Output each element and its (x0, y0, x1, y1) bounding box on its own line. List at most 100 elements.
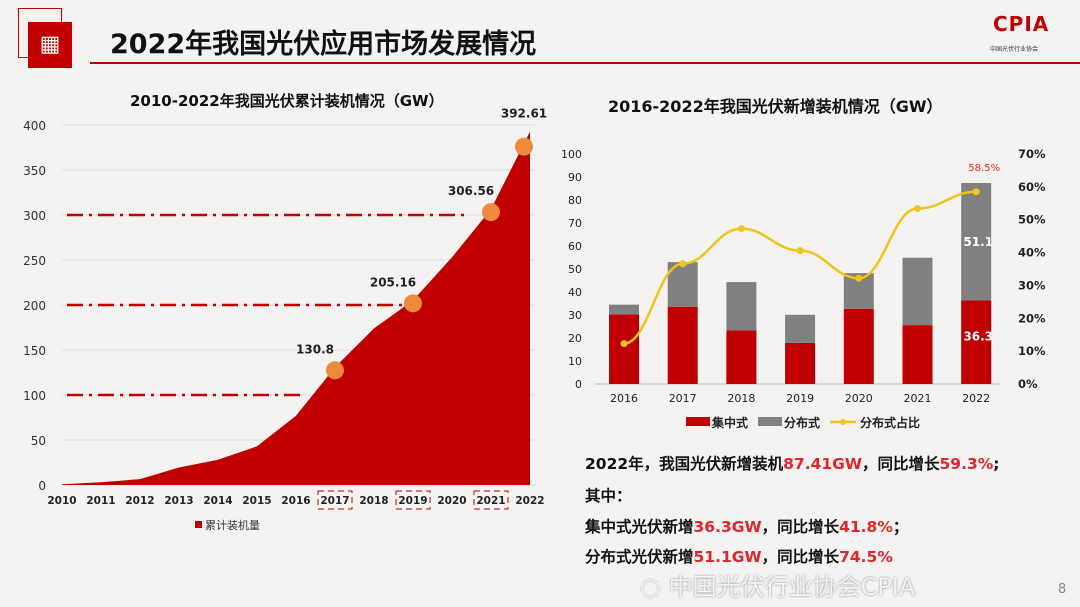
wechat-watermark: ◌ 中国光伏行业协会CPIA (640, 573, 916, 601)
bar-distributed (785, 314, 816, 343)
bar-centralized (609, 314, 639, 384)
cumulative-area (62, 131, 530, 485)
x-tick-label: 2018 (727, 392, 755, 405)
highlight-marker (515, 137, 533, 156)
right-chart-title: 2016-2022年我国光伏新增装机情况（GW） (608, 97, 943, 116)
data-label: 36.3 (963, 329, 993, 343)
legend-label: 分布式占比 (860, 415, 920, 430)
ratio-point (737, 225, 745, 233)
data-label: 205.16 (370, 275, 416, 289)
legend-label: 集中式 (711, 415, 748, 430)
y2-tick-label: 40% (1018, 246, 1046, 260)
legend-swatch (195, 521, 202, 528)
bar-centralized (961, 300, 992, 384)
y-tick-label: 350 (23, 164, 46, 178)
x-tick-label: 2022 (515, 495, 544, 507)
title-divider (90, 62, 1080, 64)
legend-label: 累计装机量 (205, 518, 260, 532)
ratio-point (855, 274, 863, 282)
x-tick-label: 2022 (962, 392, 990, 405)
page-number: 8 (1058, 582, 1067, 597)
legend-label: 分布式 (784, 415, 820, 430)
y-tick-label: 70 (568, 217, 582, 230)
bar-distributed (726, 282, 757, 331)
y2-tick-label: 0% (1018, 377, 1038, 391)
x-tick-label: 2020 (845, 392, 873, 405)
legend-swatch (758, 417, 782, 426)
y-tick-label: 100 (23, 389, 46, 403)
bar-distributed (902, 257, 933, 326)
bar-centralized (902, 325, 933, 384)
x-tick-label: 2019 (786, 392, 814, 405)
x-tick-label: 2018 (359, 495, 388, 507)
summary-line-4: 分布式光伏新增51.1GW，同比增长74.5% (585, 548, 893, 566)
legend-marker (840, 419, 846, 425)
y-tick-label: 80 (568, 194, 582, 207)
y-tick-label: 100 (561, 148, 582, 161)
summary-line-3: 集中式光伏新增36.3GW，同比增长41.8%； (585, 518, 909, 536)
x-tick-label: 2015 (242, 495, 271, 507)
y-tick-label: 10 (568, 355, 582, 368)
x-tick-label: 2020 (437, 495, 466, 507)
bar-centralized (785, 342, 816, 384)
bar-centralized (843, 308, 874, 384)
summary-line-1: 2022年，我国光伏新增装机87.41GW，同比增长59.3%; (585, 455, 1000, 473)
data-label: 306.56 (448, 184, 494, 198)
data-label: 130.8 (296, 342, 334, 356)
y2-tick-label: 10% (1018, 344, 1046, 358)
y2-tick-label: 70% (1018, 147, 1046, 161)
x-tick-label: 2016 (281, 495, 310, 507)
ratio-point (914, 205, 921, 213)
page-title: 2022年我国光伏应用市场发展情况 (110, 29, 537, 60)
y2-tick-label: 50% (1018, 213, 1046, 227)
y-tick-label: 50 (31, 434, 46, 448)
x-tick-label: 2021 (476, 495, 505, 507)
highlight-year-box (473, 490, 509, 510)
x-tick-label: 2017 (669, 392, 697, 405)
legend-swatch (686, 417, 710, 426)
y-tick-label: 300 (23, 209, 46, 223)
x-tick-label: 2014 (203, 495, 232, 507)
y2-tick-label: 30% (1018, 278, 1046, 292)
y2-tick-label: 60% (1018, 180, 1046, 194)
x-tick-label: 2012 (125, 495, 154, 507)
ratio-point (679, 260, 687, 268)
highlight-year-box (395, 490, 431, 510)
bar-distributed (609, 304, 639, 315)
cpia-logo: CPIA (993, 12, 1050, 36)
y-tick-label: 0 (38, 479, 46, 493)
y-tick-label: 0 (575, 378, 582, 391)
left-chart-title: 2010-2022年我国光伏累计装机情况（GW） (130, 92, 444, 110)
y-tick-label: 90 (568, 171, 582, 184)
y-tick-label: 40 (568, 286, 582, 299)
ratio-point (796, 247, 804, 255)
highlight-marker (326, 361, 344, 380)
y-tick-label: 200 (23, 299, 46, 313)
data-label: 51.1 (963, 235, 993, 249)
x-tick-label: 2013 (164, 495, 193, 507)
highlight-marker (482, 203, 500, 222)
new-installation-bar-chart: 0 10 20 30 40 50 60 70 80 90 100 0% 10% 20% 30% 40% 50% 6… (561, 147, 1046, 430)
y-tick-label: 400 (23, 119, 46, 133)
x-tick-label: 2021 (904, 392, 932, 405)
y2-tick-label: 20% (1018, 311, 1046, 325)
y-tick-label: 250 (23, 254, 46, 268)
x-tick-label: 2017 (320, 495, 349, 507)
y-tick-label: 50 (568, 263, 582, 276)
y-tick-label: 150 (23, 344, 46, 358)
ratio-point (620, 340, 628, 348)
summary-line-2: 其中： (585, 487, 632, 505)
data-label: 58.5% (968, 163, 1000, 174)
bar-distributed (961, 182, 992, 301)
highlight-year-box (317, 490, 353, 510)
solar-panel-icon: ▦ (28, 22, 72, 68)
bar-centralized (726, 330, 757, 384)
y-tick-label: 60 (568, 240, 582, 253)
cumulative-area-chart: 0 50 100 150 200 250 300 350 400 2010 2011 2012 2013… (23, 107, 547, 532)
y-tick-label: 30 (568, 309, 582, 322)
data-label: 392.61 (501, 107, 547, 121)
x-tick-label: 2019 (398, 495, 427, 507)
highlight-marker (404, 294, 422, 313)
bar-centralized (667, 306, 698, 384)
x-tick-label: 2016 (610, 392, 638, 405)
